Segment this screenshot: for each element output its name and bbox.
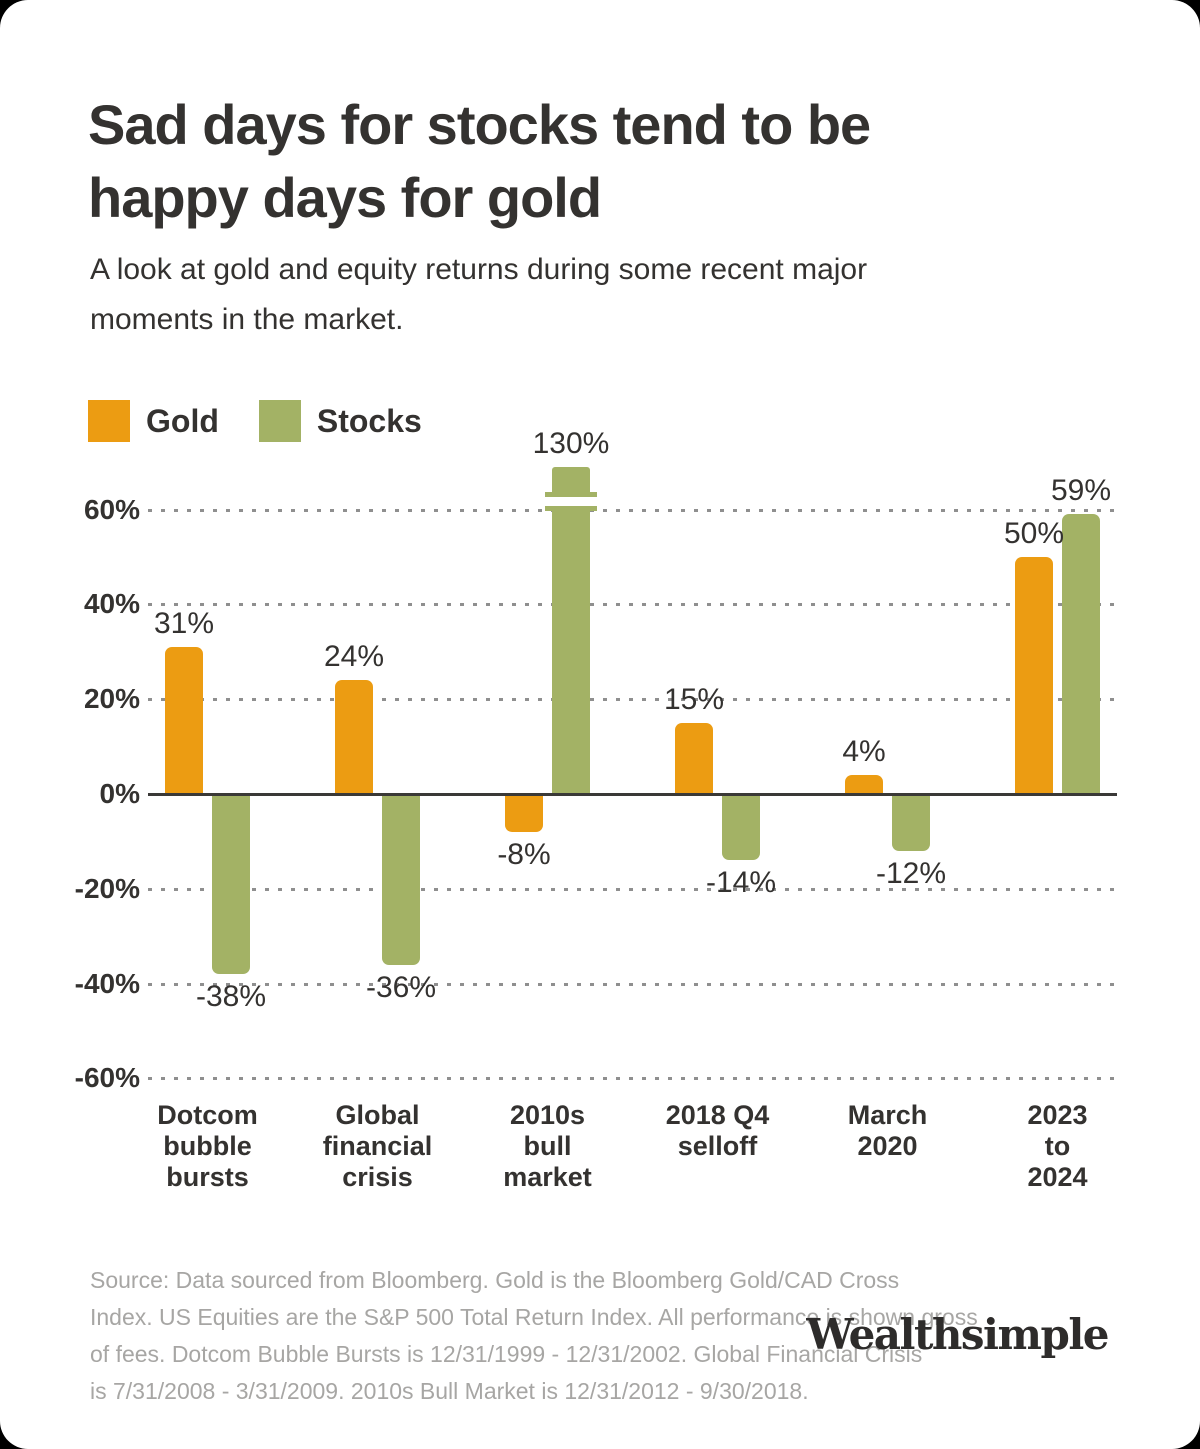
chart-title-line-1: Sad days for stocks tend to be xyxy=(88,93,871,156)
source-line-4: is 7/31/2008 - 3/31/2009. 2010s Bull Mar… xyxy=(90,1378,809,1404)
bar-stocks-2-cap xyxy=(552,467,590,492)
gridline-20 xyxy=(148,698,1117,702)
chart-subtitle: A look at gold and equity returns during… xyxy=(90,245,867,345)
category-label-5-line: 2024 xyxy=(1027,1162,1088,1192)
source-line-2: Index. US Equities are the S&P 500 Total… xyxy=(90,1304,978,1330)
category-label-2-line: bull xyxy=(523,1131,572,1161)
category-label-1-line: financial xyxy=(322,1131,433,1161)
gold-swatch xyxy=(88,400,130,442)
bar-stocks-4 xyxy=(892,794,930,851)
bar-gold-5 xyxy=(1015,557,1053,794)
category-label-5-line: 2023 xyxy=(1027,1100,1088,1130)
category-label-5-line: to xyxy=(1044,1131,1071,1161)
x-axis-line xyxy=(148,793,1117,796)
gridline--40 xyxy=(148,982,1117,986)
source-line-3: of fees. Dotcom Bubble Bursts is 12/31/1… xyxy=(90,1341,923,1367)
category-label-3: 2018 Q4 selloff xyxy=(628,1100,808,1162)
category-label-5: 2023 to 2024 xyxy=(968,1100,1148,1193)
bar-gold-1 xyxy=(335,680,373,794)
bar-label-stocks-2: 130% xyxy=(532,427,610,460)
category-label-1-line: crisis xyxy=(342,1162,413,1192)
bar-label-gold-3: 15% xyxy=(663,683,725,716)
bar-label-gold-2: -8% xyxy=(497,838,551,871)
category-label-2-line: market xyxy=(503,1162,592,1192)
bar-label-gold-4: 4% xyxy=(842,735,886,768)
category-label-2-line: 2010s xyxy=(509,1100,586,1130)
legend-label-stocks: Stocks xyxy=(316,402,422,439)
source-note: Source: Data sourced from Bloomberg. Gol… xyxy=(90,1262,978,1410)
category-label-0: Dotcom bubble bursts xyxy=(118,1100,298,1193)
bar-gold-0 xyxy=(165,647,203,794)
chart-subtitle-line-1: A look at gold and equity returns during… xyxy=(90,253,868,286)
category-label-0-line: Dotcom xyxy=(157,1100,258,1130)
bar-stocks-2-flange-lower xyxy=(545,506,597,511)
category-label-0-line: bubble xyxy=(163,1131,252,1161)
gridline-40 xyxy=(148,603,1117,607)
bar-gold-4 xyxy=(845,775,883,794)
bar-stocks-2-main xyxy=(552,511,590,794)
bar-label-gold-5: 50% xyxy=(1003,517,1065,550)
y-tick--20%: -20% xyxy=(74,872,140,904)
bar-gold-2 xyxy=(505,794,543,832)
gridline-60 xyxy=(148,508,1117,512)
y-tick-40%: 40% xyxy=(83,588,140,620)
category-label-3-line: selloff xyxy=(677,1131,758,1161)
bar-stocks-2-flange-upper xyxy=(545,492,597,497)
bar-stocks-0 xyxy=(212,794,250,974)
gridline--60 xyxy=(148,1077,1117,1081)
y-tick--60%: -60% xyxy=(74,1062,140,1094)
bar-label-stocks-0: -38% xyxy=(195,980,267,1013)
chart-title-line-2: happy days for gold xyxy=(88,166,602,229)
bar-label-stocks-3: -14% xyxy=(705,866,777,899)
bar-stocks-1 xyxy=(382,794,420,965)
chart-subtitle-line-2: moments in the market. xyxy=(90,303,404,336)
bar-label-stocks-4: -12% xyxy=(875,857,947,890)
category-label-4: March 2020 xyxy=(798,1100,978,1162)
category-label-1: Global financial crisis xyxy=(288,1100,468,1193)
category-label-2: 2010s bull market xyxy=(458,1100,638,1193)
bar-label-gold-1: 24% xyxy=(323,640,385,673)
legend-label-gold: Gold xyxy=(146,402,219,439)
y-tick-0%: 0% xyxy=(99,778,140,809)
bar-label-stocks-5: 59% xyxy=(1050,474,1112,507)
legend-item-stocks: Stocks xyxy=(258,400,422,442)
legend-item-gold: Gold xyxy=(88,400,219,442)
legend: Gold Stocks xyxy=(88,400,462,442)
category-label-4-line: March xyxy=(847,1100,928,1130)
source-line-1: Source: Data sourced from Bloomberg. Gol… xyxy=(90,1267,900,1293)
category-label-0-line: bursts xyxy=(166,1162,249,1192)
y-tick--40%: -40% xyxy=(74,967,140,999)
chart-title: Sad days for stocks tend to be happy day… xyxy=(88,88,871,234)
bar-stocks-3 xyxy=(722,794,760,860)
category-label-3-line: 2018 Q4 xyxy=(665,1100,770,1130)
category-label-1-line: Global xyxy=(335,1100,420,1130)
wealthsimple-logo: Wealthsimple xyxy=(806,1310,1109,1359)
stocks-swatch xyxy=(258,400,301,442)
bar-label-gold-0: 31% xyxy=(153,607,215,640)
category-label-4-line: 2020 xyxy=(857,1131,918,1161)
bar-gold-3 xyxy=(675,723,713,794)
y-tick-20%: 20% xyxy=(83,683,140,715)
y-tick-60%: 60% xyxy=(83,493,140,525)
gridline--20 xyxy=(148,887,1117,891)
bar-stocks-5 xyxy=(1062,514,1100,794)
bar-label-stocks-1: -36% xyxy=(365,971,437,1004)
